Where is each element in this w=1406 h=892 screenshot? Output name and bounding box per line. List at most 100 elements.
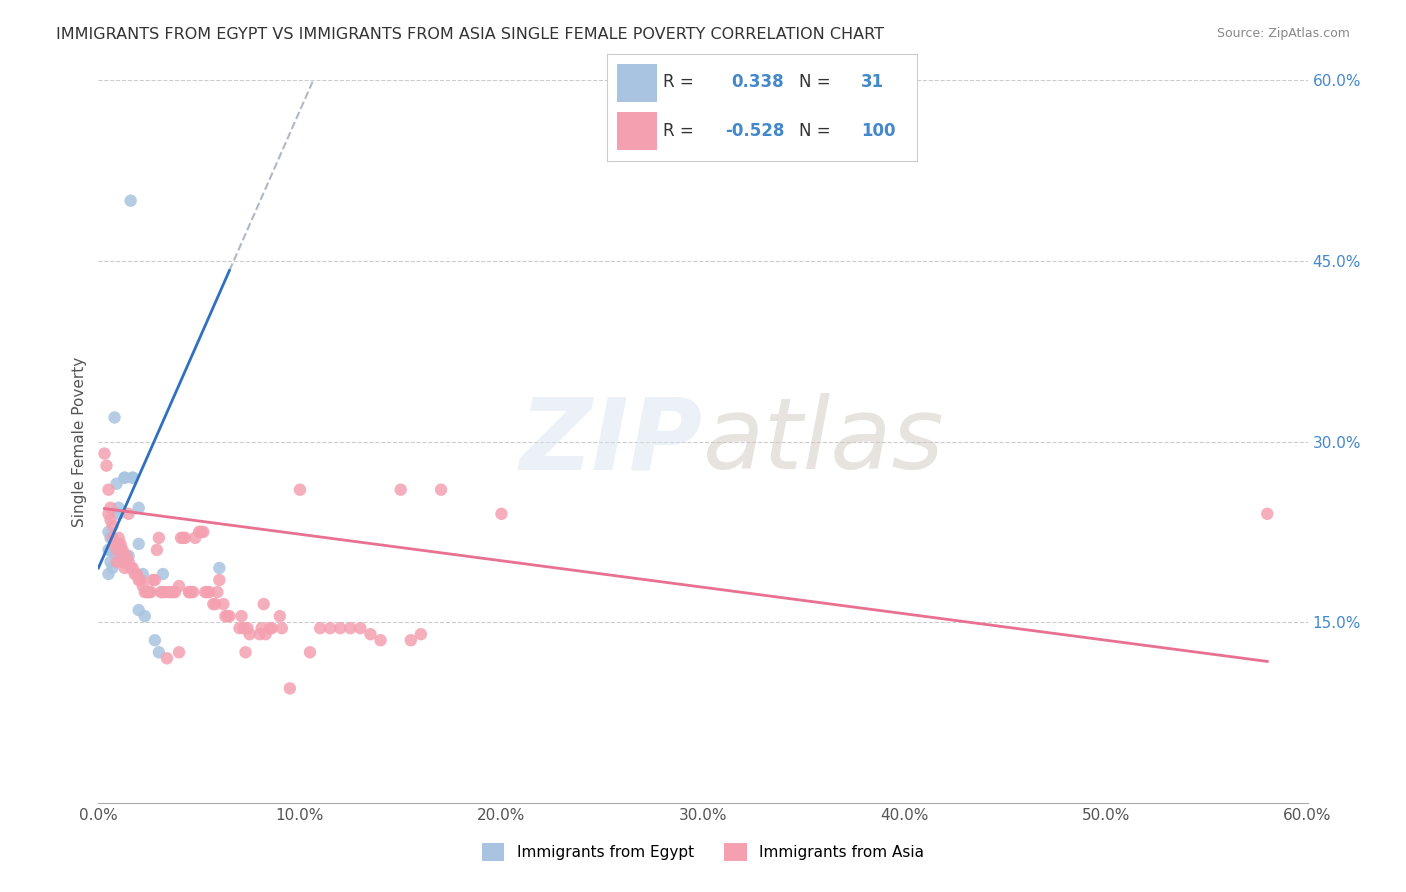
Point <box>114 470 136 484</box>
Point <box>100 542 122 557</box>
Point <box>110 542 132 557</box>
Point <box>103 537 125 551</box>
Point <box>121 470 143 484</box>
Point <box>193 524 215 539</box>
Point <box>103 537 125 551</box>
Y-axis label: Single Female Poverty: Single Female Poverty <box>72 357 87 526</box>
Point <box>156 651 179 665</box>
Point <box>172 531 194 545</box>
Point <box>101 542 124 557</box>
Point <box>134 585 156 599</box>
Point <box>97 567 120 582</box>
Point <box>167 579 190 593</box>
Point <box>107 531 129 545</box>
Point <box>101 531 124 545</box>
Point <box>153 585 176 599</box>
Point <box>254 627 277 641</box>
Point <box>107 507 129 521</box>
Point <box>259 621 281 635</box>
Point <box>399 633 422 648</box>
Point <box>167 645 190 659</box>
Point <box>198 585 221 599</box>
Point <box>218 609 240 624</box>
Point <box>329 621 352 635</box>
Point <box>97 483 120 497</box>
Point <box>148 531 170 545</box>
Text: N =: N = <box>799 73 831 91</box>
Point <box>135 585 157 599</box>
Point <box>160 585 183 599</box>
Point <box>125 567 148 582</box>
Point <box>236 621 259 635</box>
Text: N =: N = <box>799 121 831 139</box>
Point <box>93 446 115 460</box>
Point <box>100 500 122 515</box>
Point <box>184 531 207 545</box>
Point <box>202 597 225 611</box>
Point <box>105 549 128 563</box>
Point <box>114 470 136 484</box>
Point <box>430 483 453 497</box>
Point <box>207 585 229 599</box>
Point <box>204 597 226 611</box>
Point <box>360 627 382 641</box>
Point <box>217 609 239 624</box>
Bar <box>617 112 657 150</box>
Point <box>179 585 201 599</box>
Point <box>339 621 361 635</box>
Point <box>148 645 170 659</box>
Point <box>100 555 122 569</box>
Point <box>97 524 120 539</box>
Point <box>162 585 184 599</box>
Point <box>288 483 311 497</box>
Point <box>132 579 155 593</box>
Text: Source: ZipAtlas.com: Source: ZipAtlas.com <box>1216 27 1350 40</box>
Point <box>114 549 136 563</box>
Point <box>142 573 165 587</box>
Point <box>128 500 150 515</box>
Point <box>195 585 218 599</box>
Point <box>152 567 174 582</box>
Point <box>270 621 292 635</box>
Point <box>114 561 136 575</box>
Point <box>389 483 412 497</box>
Point <box>299 645 322 659</box>
Text: 31: 31 <box>860 73 884 91</box>
Point <box>138 585 160 599</box>
Text: -0.528: -0.528 <box>725 121 785 139</box>
Point <box>157 585 180 599</box>
Point <box>97 542 120 557</box>
Point <box>120 561 142 575</box>
Point <box>269 609 291 624</box>
Point <box>152 585 174 599</box>
Point <box>143 633 166 648</box>
Text: R =: R = <box>664 121 693 139</box>
Point <box>128 603 150 617</box>
Point <box>110 549 132 563</box>
Point <box>105 542 128 557</box>
Point <box>228 621 250 635</box>
Point <box>128 573 150 587</box>
Point <box>231 609 253 624</box>
Point <box>100 513 122 527</box>
Point <box>111 555 134 569</box>
Point <box>180 585 202 599</box>
Point <box>250 621 273 635</box>
Point <box>260 621 283 635</box>
Point <box>97 507 120 521</box>
Point <box>319 621 342 635</box>
Point <box>179 585 201 599</box>
Point <box>249 627 271 641</box>
Point <box>278 681 301 696</box>
Point <box>118 507 141 521</box>
Point <box>181 585 204 599</box>
Text: atlas: atlas <box>703 393 945 490</box>
Point <box>170 531 193 545</box>
Point <box>111 542 134 557</box>
Point <box>194 585 217 599</box>
Point <box>491 507 513 521</box>
Point <box>253 597 276 611</box>
Point <box>163 585 186 599</box>
Point <box>409 627 432 641</box>
Point <box>370 633 392 648</box>
